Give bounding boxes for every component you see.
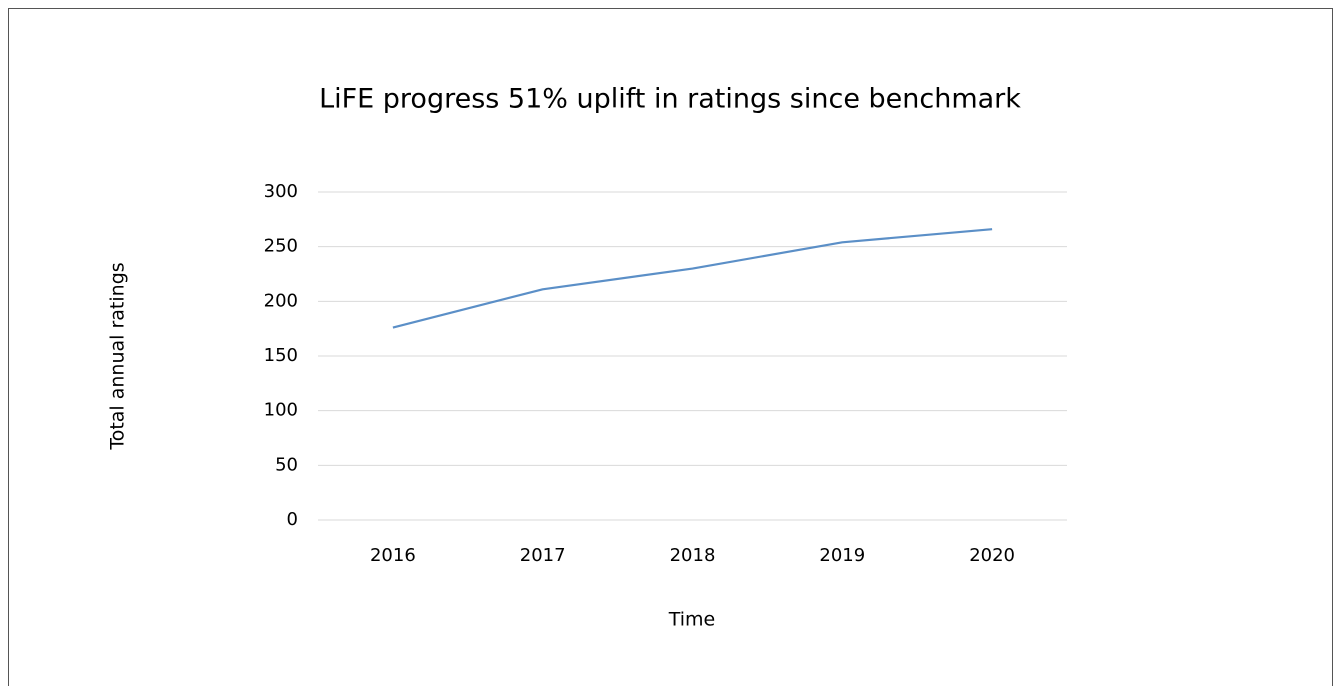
x-tick-label: 2017 <box>520 545 566 566</box>
y-tick-label: 100 <box>264 400 298 421</box>
x-axis-label: Time <box>668 609 716 631</box>
y-tick-label: 200 <box>264 290 298 311</box>
y-tick-label: 0 <box>287 509 298 530</box>
y-axis-label: Total annual ratings <box>107 262 129 450</box>
y-tick-label: 250 <box>264 236 298 257</box>
x-tick-label: 2020 <box>969 545 1015 566</box>
y-tick-label: 300 <box>264 181 298 202</box>
x-tick-label: 2019 <box>819 545 865 566</box>
chart-title: LiFE progress 51% uplift in ratings sinc… <box>319 84 1021 115</box>
y-tick-label: 150 <box>264 345 298 366</box>
y-tick-label: 50 <box>275 454 298 475</box>
x-tick-label: 2018 <box>670 545 716 566</box>
x-tick-label: 2016 <box>370 545 416 566</box>
chart-frame <box>8 8 1333 686</box>
line-series <box>392 228 993 329</box>
